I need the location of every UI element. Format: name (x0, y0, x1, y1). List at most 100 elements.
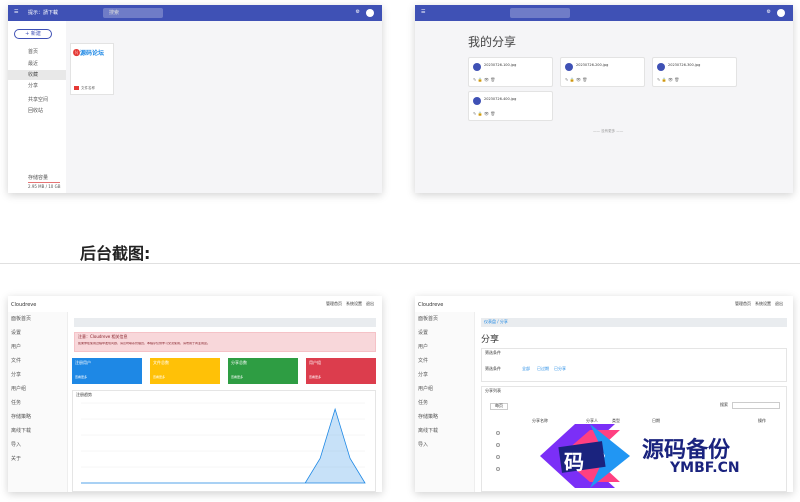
admin-sidebar-item[interactable]: 用户 (11, 344, 22, 350)
sidebar-item-trash[interactable]: 回收站 (28, 108, 44, 114)
front-files-screenshot: ☰ 提示：請下載 搜索 ⚙ + 新建 首页 最近 收藏 分享 共享空间 回收站 … (8, 5, 382, 193)
admin-sidebar-item[interactable]: 导入 (11, 442, 22, 448)
sidebar-item-share[interactable]: 分享 (28, 83, 39, 89)
avatar[interactable] (777, 9, 785, 17)
admin-sidebar-item[interactable]: 存储策略 (11, 414, 32, 420)
filter-label: 筛选条件 (485, 366, 501, 371)
per-page-select[interactable]: 每页 (490, 403, 508, 410)
page-title: 我的分享 (468, 35, 517, 49)
storage-bar (28, 182, 60, 183)
admin-sidebar-item[interactable]: 面板首页 (418, 316, 439, 322)
admin-top-link[interactable]: 退出 (366, 301, 374, 306)
row-checkbox[interactable] (496, 443, 500, 447)
chart-title: 注册趋势 (76, 392, 92, 397)
storage-label: 存储容量 (28, 175, 49, 181)
front-header: ☰ 提示：請下載 搜索 ⚙ (8, 5, 382, 21)
app-title: 提示：請下載 (28, 10, 59, 16)
new-button[interactable]: + 新建 (14, 29, 52, 39)
share-card[interactable]: 20230726-100.jpg ✎ 🔒 👁 🗑 (468, 57, 553, 87)
filter-link[interactable]: 全部 (522, 366, 530, 371)
stat-label: 注册用户 (75, 360, 91, 365)
admin-sidebar-item[interactable]: 文件 (418, 358, 429, 364)
admin-sidebar-item[interactable]: 离线下载 (418, 428, 439, 434)
admin-sidebar-item[interactable]: 设置 (418, 330, 429, 336)
sidebar-item-shared-space[interactable]: 共享空间 (28, 97, 49, 103)
filter-title: 筛选条件 (485, 350, 501, 355)
sidebar-item-home[interactable]: 首页 (28, 49, 39, 55)
file-tile[interactable]: 🅝源码论坛 文件名称 (70, 43, 114, 95)
settings-icon[interactable]: ⚙ (766, 9, 771, 15)
admin-top-link[interactable]: 退出 (775, 301, 783, 306)
front-sidebar: + 新建 首页 最近 收藏 分享 共享空间 回收站 存储容量 2.95 MB /… (8, 21, 66, 193)
watermark: 码 源码备份 YMBF.CN (520, 416, 790, 496)
admin-top-link[interactable]: 管理首页 (326, 301, 342, 306)
admin-sidebar-item[interactable]: 面板首页 (11, 316, 32, 322)
admin-sidebar-item[interactable]: 任务 (418, 400, 429, 406)
stat-card-groups[interactable]: 用户组 查看更多 (306, 358, 376, 384)
stat-card-files[interactable]: 文件总数 查看更多 (150, 358, 220, 384)
admin-sidebar-item[interactable]: 设置 (11, 330, 22, 336)
stat-more: 查看更多 (309, 375, 322, 379)
stat-more: 查看更多 (75, 375, 88, 379)
row-checkbox[interactable] (496, 455, 500, 459)
file-icon (657, 63, 665, 71)
menu-icon[interactable]: ☰ (421, 9, 426, 15)
admin-sidebar-item[interactable]: 分享 (11, 372, 22, 378)
share-card[interactable]: 20230726-200.jpg ✎ 🔒 👁 🗑 (560, 57, 645, 87)
breadcrumb[interactable]: 仪表盘 / 分享 (484, 319, 508, 324)
admin-sidebar-item[interactable]: 用户组 (11, 386, 27, 392)
sidebar-item-recent[interactable]: 最近 (28, 61, 39, 67)
search-input[interactable]: 搜索 (103, 8, 163, 18)
search-input[interactable] (732, 402, 780, 409)
column-header[interactable]: 类型 (612, 418, 620, 423)
column-header[interactable]: 日期 (652, 418, 660, 423)
admin-sidebar-item[interactable]: 任务 (11, 400, 22, 406)
column-header[interactable]: 分享名称 (532, 418, 548, 423)
watermark-en: YMBF.CN (670, 460, 740, 476)
filter-panel: 筛选条件 筛选条件 全部 已过期 已分享 (481, 348, 787, 382)
notice-title: 注意：Cloudreve 相关信息 (78, 334, 128, 339)
section-title: 后台截图: (80, 244, 151, 263)
row-checkbox[interactable] (496, 431, 500, 435)
admin-top-link[interactable]: 系统设置 (346, 301, 362, 306)
share-card[interactable]: 20230726-300.jpg ✎ 🔒 👁 🗑 (652, 57, 737, 87)
settings-icon[interactable]: ⚙ (355, 9, 360, 15)
column-header[interactable]: 操作 (758, 418, 766, 423)
admin-sidebar-item[interactable]: 关于 (11, 456, 22, 462)
registration-chart (81, 402, 366, 484)
admin-sidebar-item[interactable]: 离线下载 (11, 428, 32, 434)
front-share-screenshot: ☰ ⚙ 我的分享 20230726-100.jpg ✎ 🔒 👁 🗑 202307… (415, 5, 793, 193)
admin-sidebar: 面板首页 设置 用户 文件 分享 用户组 任务 存储策略 离线下载 导入 关于 (8, 312, 68, 492)
filter-link[interactable]: 已过期 (537, 366, 549, 371)
file-thumbnail-logo: 🅝源码论坛 (73, 49, 105, 57)
admin-sidebar-item[interactable]: 用户 (418, 344, 429, 350)
row-checkbox[interactable] (496, 467, 500, 471)
admin-sidebar-item[interactable]: 存储策略 (418, 414, 439, 420)
sidebar-item-active-bg (8, 70, 66, 80)
sidebar-item-starred[interactable]: 收藏 (28, 72, 39, 78)
admin-sidebar-item[interactable]: 分享 (418, 372, 429, 378)
share-actions: ✎ 🔒 👁 🗑 (473, 111, 496, 116)
search-input[interactable] (510, 8, 570, 18)
search-label: 搜索 (720, 402, 728, 407)
avatar[interactable] (366, 9, 374, 17)
admin-sidebar-item[interactable]: 用户组 (418, 386, 434, 392)
stat-card-users[interactable]: 注册用户 查看更多 (72, 358, 142, 384)
admin-sidebar-item[interactable]: 文件 (11, 358, 22, 364)
stat-card-shares[interactable]: 分享总数 查看更多 (228, 358, 298, 384)
filter-link[interactable]: 已分享 (554, 366, 566, 371)
admin-sidebar-item[interactable]: 导入 (418, 442, 429, 448)
watermark-logo-char: 码 (564, 450, 584, 474)
image-file-icon (74, 86, 79, 90)
admin-top-link[interactable]: 系统设置 (755, 301, 771, 306)
stat-more: 查看更多 (231, 375, 244, 379)
breadcrumb-bar: 仪表盘 / 分享 (481, 318, 787, 327)
file-icon (473, 63, 481, 71)
menu-icon[interactable]: ☰ (14, 9, 19, 15)
admin-top-link[interactable]: 管理首页 (735, 301, 751, 306)
section-divider (0, 263, 800, 264)
share-card[interactable]: 20230726-400.jpg ✎ 🔒 👁 🗑 (468, 91, 553, 121)
column-header[interactable]: 分享人 (586, 418, 598, 423)
breadcrumb-bar (74, 318, 376, 327)
share-actions: ✎ 🔒 👁 🗑 (565, 77, 588, 82)
